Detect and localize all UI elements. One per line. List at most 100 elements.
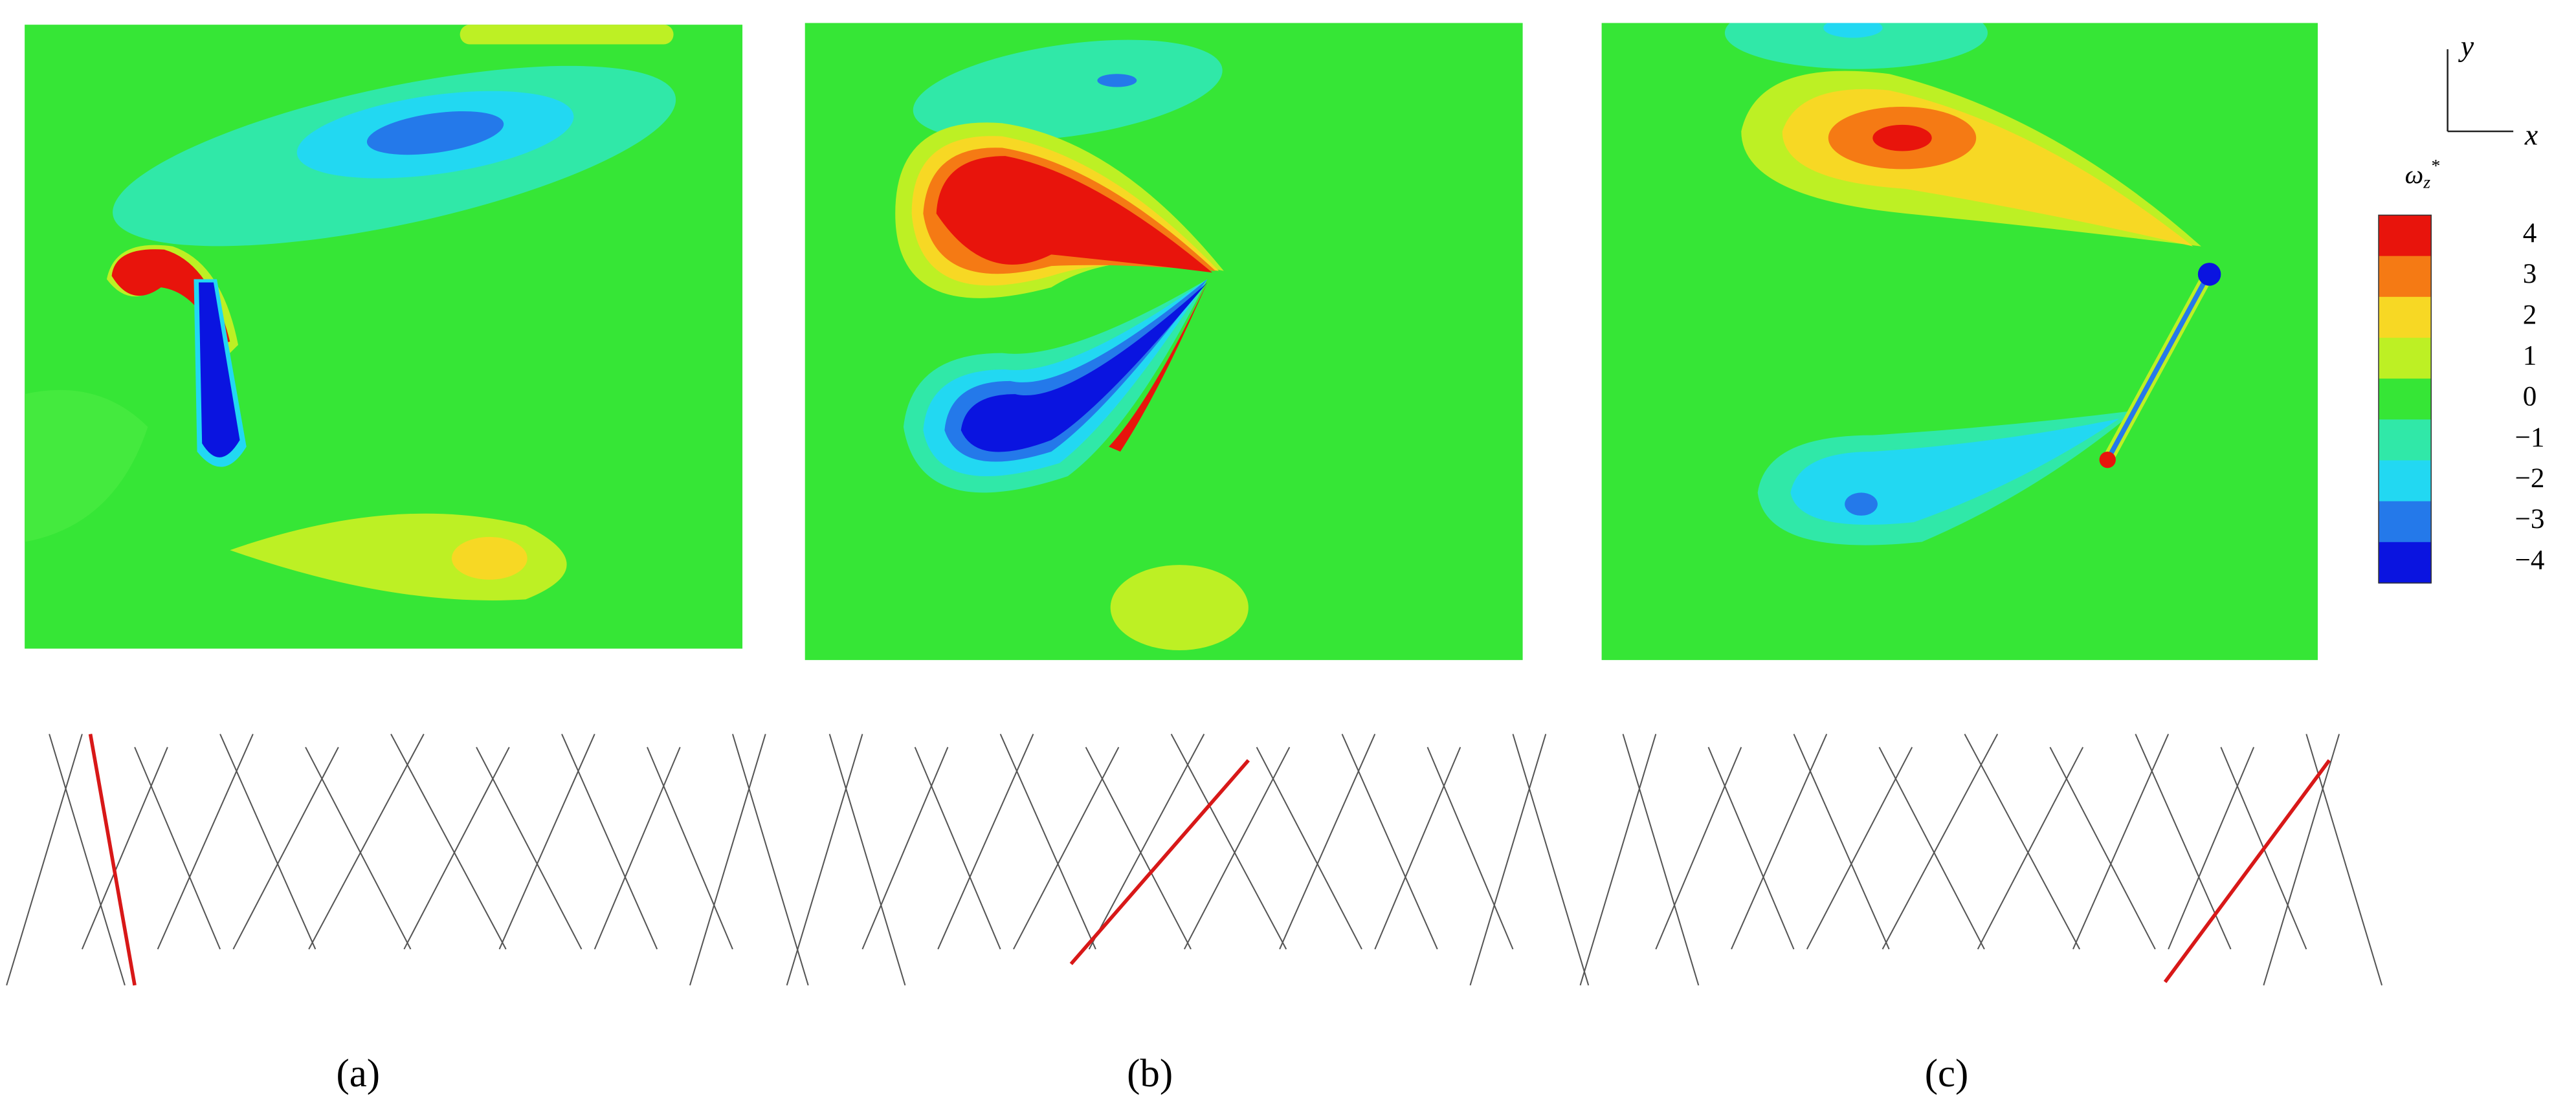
stroke-line — [390, 734, 507, 950]
panel-label: (c) — [1925, 1052, 1969, 1095]
contour-region — [913, 39, 1223, 141]
contour-region — [1097, 74, 1137, 87]
colorbar-segment — [2379, 460, 2432, 502]
contour-region — [1823, 23, 1883, 38]
contour-region — [2105, 271, 2212, 461]
contour-region — [936, 156, 1213, 273]
colorbar-segment — [2379, 296, 2432, 338]
stroke-line — [2135, 734, 2232, 950]
stroke-line — [1279, 734, 1376, 950]
y-axis-label: y — [2458, 30, 2474, 63]
colorbar-segment — [2379, 501, 2432, 543]
stroke-line — [731, 734, 809, 986]
contour-region — [451, 536, 527, 580]
stroke-line — [1341, 734, 1438, 950]
stroke-line — [561, 734, 658, 950]
colorbar-tick-label: 4 — [2523, 218, 2537, 248]
colorbar-segment — [2379, 379, 2432, 421]
axes-icon — [2447, 49, 2514, 133]
stroke-line — [1731, 734, 1828, 950]
stroke-line — [1469, 734, 1547, 986]
contour-region — [111, 249, 230, 345]
stroke-line — [2305, 734, 2383, 986]
stroke-line — [647, 747, 733, 950]
contour-region — [960, 282, 1208, 452]
stroke-line — [232, 747, 339, 950]
colorbar-tick-label: 3 — [2523, 259, 2537, 289]
contour-b — [805, 23, 1523, 661]
colorbar-superscript: * — [2430, 156, 2439, 176]
stroke-line — [1013, 747, 1120, 950]
stroke-line — [1707, 747, 1795, 950]
colorbar-tick-label: 2 — [2523, 300, 2537, 330]
wing-position — [2163, 759, 2331, 983]
stroke-line — [476, 747, 583, 950]
colorbar-segment — [2379, 215, 2432, 257]
stroke-line — [786, 734, 863, 986]
stroke-line — [861, 747, 949, 950]
stroke-line — [594, 747, 681, 950]
stroke-line — [1374, 747, 1461, 950]
contour-region — [460, 25, 674, 45]
stroke-line — [2263, 734, 2340, 986]
colorbar-subscript: z — [2423, 173, 2430, 193]
stroke-line — [914, 747, 1001, 950]
stroke-line — [498, 734, 595, 950]
stroke-line — [1183, 747, 1291, 950]
contour-a — [25, 25, 743, 649]
stroke-line — [1793, 734, 1890, 950]
contour-region — [366, 111, 504, 155]
panel-label: (a) — [336, 1052, 380, 1095]
stroke-line — [1579, 734, 1657, 986]
colorbar-label: ωz* — [2405, 156, 2440, 192]
stroke-line — [828, 734, 906, 986]
stroke-diagrams — [6, 734, 2383, 986]
colorbar-segment — [2379, 419, 2432, 461]
colorbar-tick-label: 1 — [2523, 340, 2537, 371]
contour-region — [1110, 565, 1249, 651]
stroke-line — [219, 734, 316, 950]
x-axis-label: x — [2524, 118, 2538, 151]
stroke-line — [1964, 734, 2081, 950]
contour-region — [199, 282, 240, 457]
stroke-line — [403, 747, 510, 950]
stroke-line — [1512, 734, 1590, 986]
colorbar: 4 3 2 1 0 −1 −2 −3 −4 — [2378, 214, 2545, 584]
stroke-line — [2049, 747, 2156, 950]
colorbar-tick-label: −4 — [2515, 545, 2545, 575]
stroke-line — [1655, 747, 1742, 950]
stroke-line — [81, 747, 168, 950]
stroke-line — [157, 734, 254, 950]
colorbar-tick-label: −2 — [2515, 463, 2545, 494]
colorbar-frame — [2378, 214, 2432, 584]
colorbar-segment — [2379, 256, 2432, 298]
contour-c — [1601, 23, 2318, 661]
stroke-line — [1085, 747, 1192, 950]
wing-position — [1069, 759, 1250, 965]
stroke-line — [134, 747, 221, 950]
stroke-line — [1170, 734, 1287, 950]
stroke-line — [1622, 734, 1700, 986]
stroke-line — [305, 747, 412, 950]
stroke-line — [1806, 747, 1913, 950]
stroke-line — [2168, 747, 2255, 950]
stroke-line — [1256, 747, 1362, 950]
contour-region — [2197, 263, 2221, 286]
stroke-line — [999, 734, 1096, 950]
contour-region — [1724, 23, 1988, 69]
colorbar-tick-label: −3 — [2515, 504, 2545, 534]
colorbar-segment — [2379, 542, 2432, 584]
stroke-line — [1882, 734, 1999, 950]
wing-position — [88, 734, 137, 986]
colorbar-symbol: ω — [2405, 160, 2424, 189]
stroke-line — [937, 734, 1034, 950]
stroke-line — [689, 734, 766, 986]
panel-label: (b) — [1127, 1052, 1173, 1095]
stroke-line — [1427, 747, 1514, 950]
stroke-line — [6, 734, 83, 986]
stroke-line — [2072, 734, 2170, 950]
contour-region — [2099, 451, 2116, 468]
stroke-line — [49, 734, 126, 986]
stroke-line — [1878, 747, 1985, 950]
